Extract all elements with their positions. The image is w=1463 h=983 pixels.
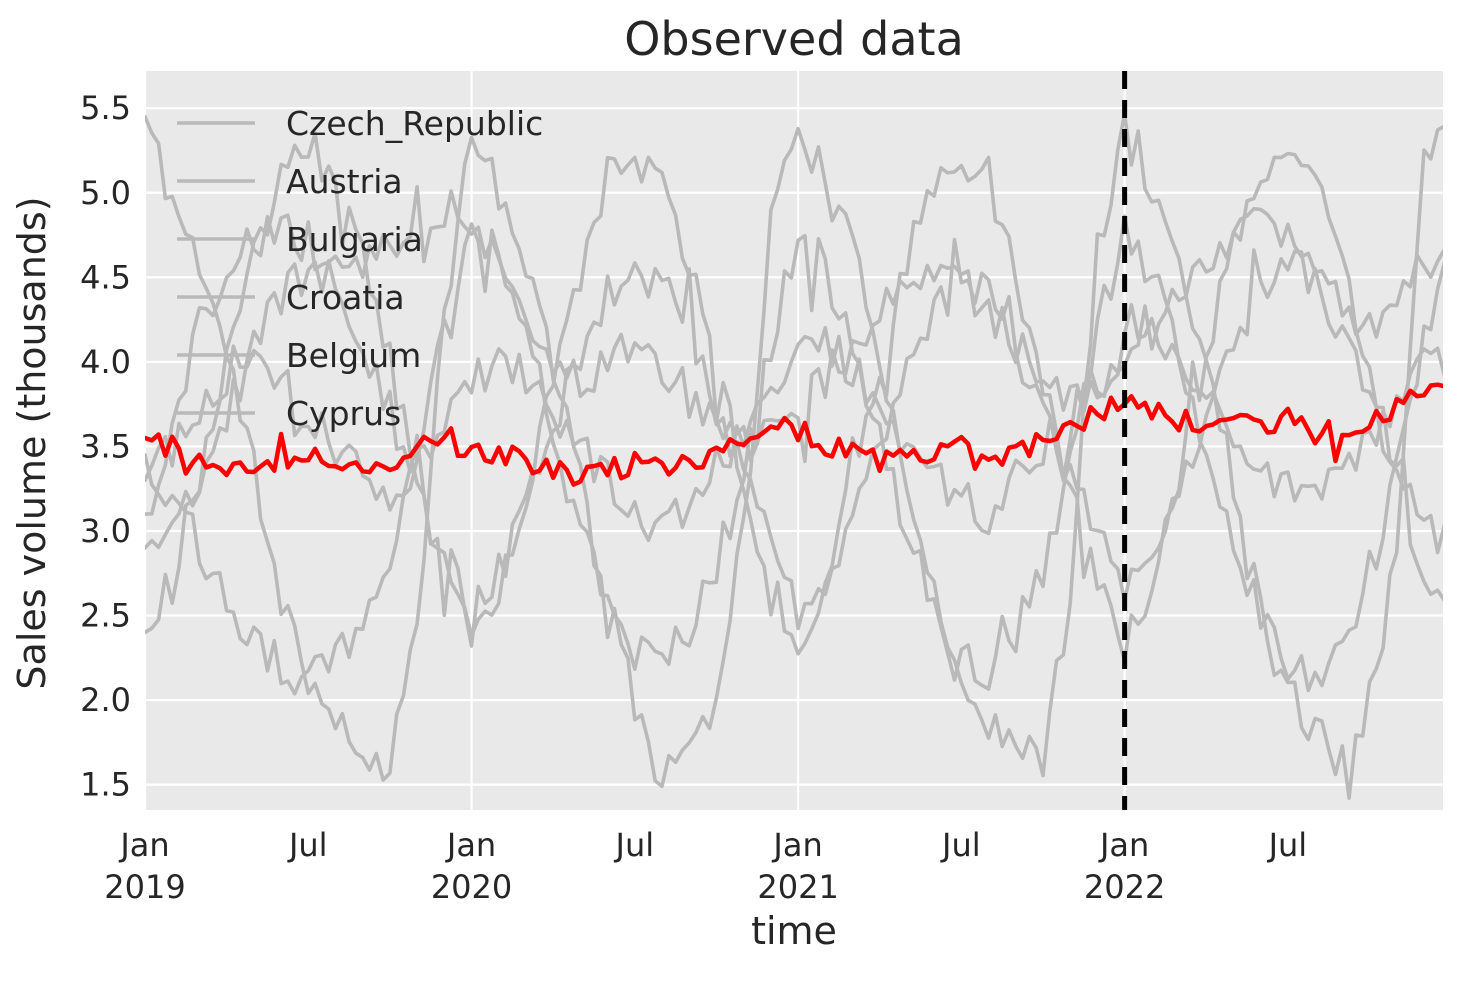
x-tick-label-Jul: Jul — [1267, 826, 1308, 864]
chart-title: Observed data — [624, 12, 964, 66]
series-lines — [145, 112, 1443, 801]
x-tick-labels: Jan 2019 Jul Jan 2020 Jul Jan 2021 Jul Jan 2022 Jul — [104, 826, 1307, 906]
y-tick-label-2.0: 2.0 — [80, 681, 131, 719]
x-tick-year-2019: 2019 — [104, 868, 185, 906]
y-axis-label: Sales volume (thousands) — [10, 196, 54, 690]
x-tick-year-2021: 2021 — [757, 868, 838, 906]
legend: Czech_Republic Austria Bulgaria Croatia Belg… — [177, 104, 543, 433]
x-tick-label-Jan2019: Jan — [118, 826, 169, 864]
x-tick-year-2022: 2022 — [1084, 868, 1165, 906]
legend-label-bulgaria: Bulgaria — [286, 220, 423, 259]
x-tick-label-Jan2020: Jan — [445, 826, 496, 864]
x-tick-label-Jul: Jul — [614, 826, 655, 864]
series-line-bulgaria — [145, 185, 1443, 516]
gridlines — [143, 71, 1443, 810]
legend-label-croatia: Croatia — [286, 278, 405, 317]
y-tick-label-4.5: 4.5 — [80, 258, 131, 296]
series-line-highlighted-target — [145, 382, 1443, 487]
legend-label-czech_republic: Czech_Republic — [286, 104, 543, 143]
y-tick-label-1.5: 1.5 — [80, 766, 131, 804]
series-line-cyprus — [145, 237, 1443, 648]
series-line-czech_republic — [145, 112, 1443, 801]
x-tick-label-Jan2022: Jan — [1098, 826, 1149, 864]
series-line-belgium — [145, 214, 1443, 696]
x-tick-year-2020: 2020 — [431, 868, 512, 906]
y-tick-label-5.5: 5.5 — [80, 89, 131, 127]
x-axis-label: time — [751, 909, 837, 953]
legend-label-cyprus: Cyprus — [286, 394, 401, 433]
y-tick-labels: 1.5 2.0 2.5 3.0 3.5 4.0 4.5 5.0 5.5 — [80, 89, 131, 803]
x-tick-label-Jul: Jul — [287, 826, 328, 864]
series-line-croatia — [145, 302, 1443, 543]
y-tick-label-4.0: 4.0 — [80, 343, 131, 381]
y-tick-label-2.5: 2.5 — [80, 597, 131, 635]
legend-label-belgium: Belgium — [286, 336, 421, 375]
x-tick-label-Jan2021: Jan — [771, 826, 822, 864]
legend-label-austria: Austria — [286, 162, 403, 201]
y-tick-label-5.0: 5.0 — [80, 174, 131, 212]
y-tick-label-3.5: 3.5 — [80, 427, 131, 465]
y-tick-label-3.0: 3.0 — [80, 512, 131, 550]
x-tick-label-Jul: Jul — [940, 826, 981, 864]
